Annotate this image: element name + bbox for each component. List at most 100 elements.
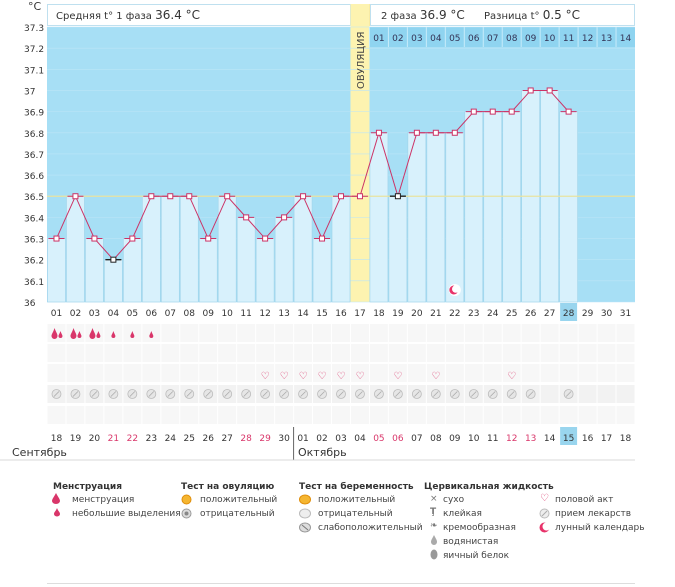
temperature-point [129, 235, 136, 242]
row-cell [559, 364, 578, 382]
row-cell [294, 406, 313, 424]
cycle-day-label: 27 [544, 309, 555, 319]
row-cell [616, 385, 635, 403]
row-cell [142, 406, 161, 424]
row-cell [104, 406, 123, 424]
heart-icon: ♡ [431, 371, 440, 382]
cycle-day-label: 15 [316, 309, 327, 319]
row-cell [256, 324, 275, 342]
y-tick-label: 36.9 [24, 109, 44, 119]
row-cell [275, 324, 294, 342]
row-cell [502, 324, 521, 342]
pill-icon-line [110, 391, 117, 397]
phase2-label: 2 фаза [381, 11, 417, 22]
row-cell [407, 364, 426, 382]
temperature-bar [312, 238, 332, 303]
heart-icon: ♡ [540, 493, 549, 504]
row-cell [237, 324, 256, 342]
legend-pregnancy-weak: слабоположительный [318, 523, 423, 533]
row-cell [578, 364, 597, 382]
ovulation-positive-icon [181, 494, 192, 505]
row-cell [123, 406, 142, 424]
legend-ovulation-negative: отрицательный [200, 509, 275, 519]
y-tick-label: 36.6 [24, 172, 44, 182]
month-october: Октябрь [298, 446, 347, 459]
pill-icon-line [300, 391, 306, 397]
phase2-value: 36.9 °C [419, 8, 465, 22]
row-cell [123, 344, 142, 362]
menstruation-drop-icon [70, 328, 77, 339]
calendar-date-label: 18 [620, 434, 632, 444]
row-cell [540, 344, 559, 362]
pill-icon-line [262, 391, 268, 397]
row-cell [464, 364, 483, 382]
row-cell [445, 364, 464, 382]
temperature-bar [483, 111, 503, 303]
pill-icon-line [452, 391, 458, 397]
cycle-day-label: 03 [89, 309, 100, 319]
temperature-line [56, 89, 569, 261]
row-cell [426, 364, 445, 382]
ovulation-label: ОВУЛЯЦИЯ [356, 32, 367, 90]
row-cell [237, 406, 256, 424]
temperature-bar [293, 195, 313, 303]
cycle-day-label: 29 [582, 309, 594, 319]
menstruation-drop-icon [77, 331, 82, 338]
row-cell [218, 364, 237, 382]
phase2-day-label: 02 [392, 34, 403, 44]
pill-icon-line [186, 391, 193, 397]
pill-icon-line [338, 391, 344, 397]
row-cell [47, 344, 66, 362]
calendar-date-label: 12 [506, 434, 517, 444]
row-cell [578, 344, 597, 362]
row-cell [369, 344, 388, 362]
y-tick-label: 37 [24, 87, 35, 97]
phase2-day-label: 05 [449, 34, 460, 44]
cycle-day-label: 09 [202, 309, 214, 319]
row-cell [521, 364, 540, 382]
cycle-day-label: 12 [259, 309, 270, 319]
temperature-point [413, 129, 420, 136]
row-cell [180, 324, 199, 342]
y-tick-label: 36.5 [24, 193, 44, 203]
menstruation-drop-icon [52, 493, 60, 504]
row-cell [294, 364, 313, 382]
row-cell [521, 344, 540, 362]
pill-icon-line [565, 391, 572, 397]
moon-icon [539, 522, 550, 533]
legend-menstruation: менструация [72, 495, 135, 505]
row-cell [540, 324, 559, 342]
row-cell [407, 344, 426, 362]
phase2-day-label: 04 [430, 34, 442, 44]
phase1-value: 36.4 °C [155, 8, 201, 22]
row-cell [161, 324, 180, 342]
small-drop-icon [54, 508, 60, 517]
legend-menstruation-title: Менструация [53, 482, 122, 492]
cycle-day-label: 16 [335, 309, 347, 319]
row-cell [445, 344, 464, 362]
y-tick-label: 36.3 [24, 236, 44, 246]
calendar-date-label: 28 [240, 434, 252, 444]
calendar-date-label: 25 [184, 434, 195, 444]
temperature-bar [198, 238, 218, 303]
temperature-point [243, 214, 250, 221]
temperature-point [527, 87, 534, 94]
temperature-point [356, 193, 363, 200]
temperature-point [319, 235, 326, 242]
heart-icon: ♡ [299, 371, 308, 382]
temperature-bar [161, 195, 180, 303]
y-tick-label: 36 [24, 299, 36, 309]
row-cell [161, 344, 180, 362]
legend-lunar-calendar: лунный календарь [555, 523, 645, 533]
calendar-date-label: 09 [449, 434, 461, 444]
row-cell [180, 406, 199, 424]
cycle-day-label: 07 [165, 309, 176, 319]
row-cell [332, 324, 350, 342]
row-cell [540, 385, 559, 403]
row-cell [350, 364, 369, 382]
calendar-date-label: 13 [525, 434, 536, 444]
temperature-point [394, 193, 401, 200]
legend-cervical-sticky: клейкая [443, 509, 482, 519]
row-cell [85, 364, 104, 382]
pill-icon-line [129, 391, 136, 397]
